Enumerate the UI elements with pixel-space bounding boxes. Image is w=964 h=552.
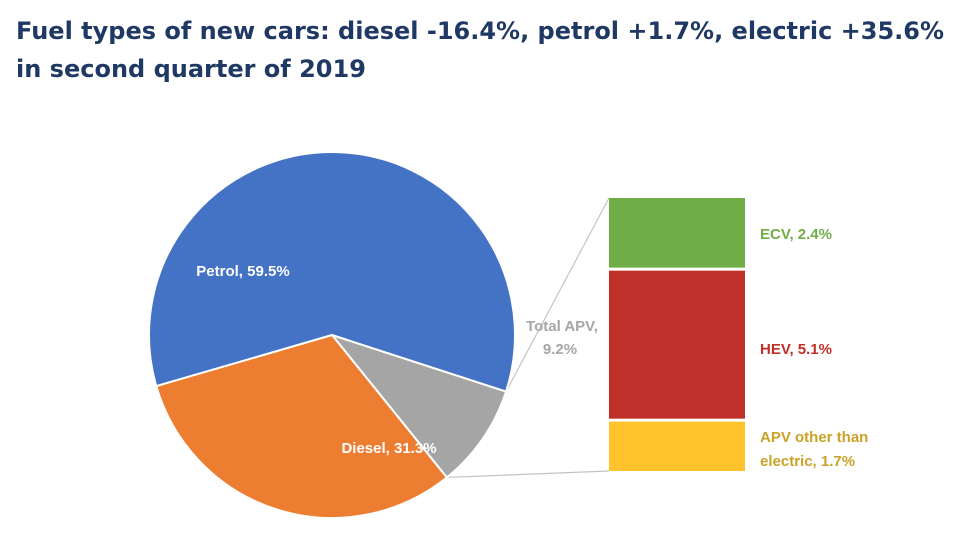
segment-label-ecv: ECV, 2.4% [760, 226, 832, 243]
bar-segment-apv-other-than-electric [609, 421, 745, 471]
connector-lines [446, 197, 610, 479]
slice-label-petrol: Petrol, 59.5% [196, 263, 289, 280]
slice-label-diesel: Diesel, 31.3% [341, 440, 436, 457]
slice-label-apv-line2: 9.2% [543, 341, 577, 358]
segment-label-apv-other-line2: electric, 1.7% [760, 453, 855, 470]
slice-label-apv-line1: Total APV, [526, 318, 598, 335]
connector-line-top [505, 197, 610, 392]
bar-segment-ecv [609, 198, 745, 268]
pie-slice-total-apv [331, 334, 508, 479]
pie-slice-diesel [155, 334, 448, 520]
segment-label-hev: HEV, 5.1% [760, 341, 832, 358]
segment-label-apv-other-line1: APV other than [760, 429, 868, 446]
connector-line-bottom [446, 470, 610, 479]
pie-slice-petrol [148, 151, 516, 393]
pie [148, 151, 516, 520]
bar-segment-hev [609, 270, 745, 419]
breakdown-bar [609, 198, 745, 471]
chart-title: Fuel types of new cars: diesel -16.4%, p… [16, 17, 945, 83]
